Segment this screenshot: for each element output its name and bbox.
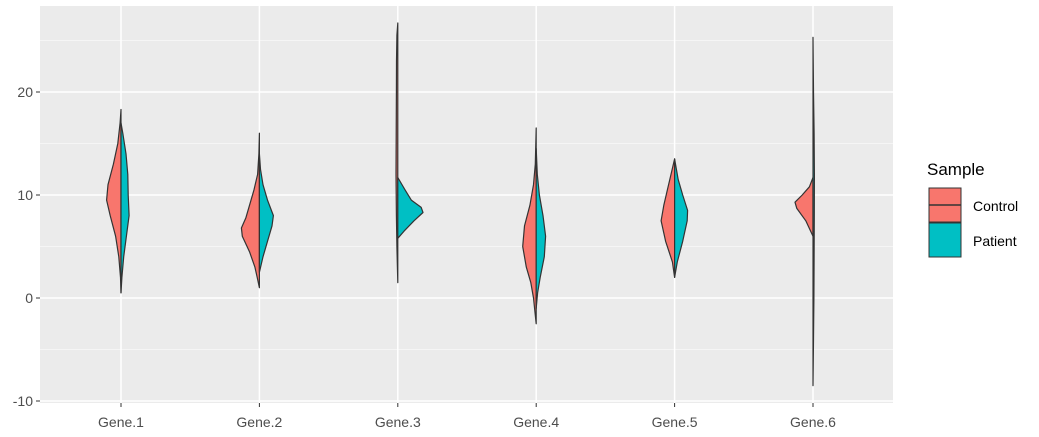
- x-tick-label: Gene.1: [98, 414, 144, 430]
- grid-minor: [40, 40, 893, 350]
- y-tick-label: 20: [17, 84, 33, 100]
- violin-patient-gene-6: [812, 36, 815, 387]
- violin-control-gene-4: [522, 127, 537, 325]
- x-tick-label: Gene.3: [375, 414, 421, 430]
- plot-panel: [40, 6, 893, 403]
- violin-patient-gene-2: [258, 153, 274, 273]
- violin-control-gene-5: [660, 158, 676, 278]
- x-tick-label: Gene.2: [236, 414, 282, 430]
- x-tick-label: Gene.4: [513, 414, 559, 430]
- legend-label-patient: Patient: [973, 233, 1017, 249]
- x-tick-label: Gene.5: [652, 414, 698, 430]
- x-tick-label: Gene.6: [790, 414, 836, 430]
- legend-key-patient: [928, 222, 962, 258]
- violin-patient-gene-3: [397, 176, 424, 239]
- legend-title: Sample: [927, 160, 985, 179]
- violins: [106, 22, 815, 387]
- violin-patient-gene-5: [674, 158, 689, 278]
- legend: Sample Control Patient: [927, 160, 1018, 258]
- violin-patient-gene-4: [535, 148, 547, 309]
- y-axis: -10 0 10 20: [13, 84, 40, 409]
- violin-control-gene-3: [395, 22, 399, 284]
- x-axis: Gene.1 Gene.2 Gene.3 Gene.4 Gene.5 Gene.6: [98, 403, 836, 430]
- y-tick-label: -10: [13, 393, 33, 409]
- y-tick-label: 10: [17, 187, 33, 203]
- violin-control-gene-1: [106, 108, 122, 294]
- legend-label-control: Control: [973, 198, 1018, 214]
- y-tick-label: 0: [25, 290, 33, 306]
- violin-patient-gene-1: [120, 122, 130, 294]
